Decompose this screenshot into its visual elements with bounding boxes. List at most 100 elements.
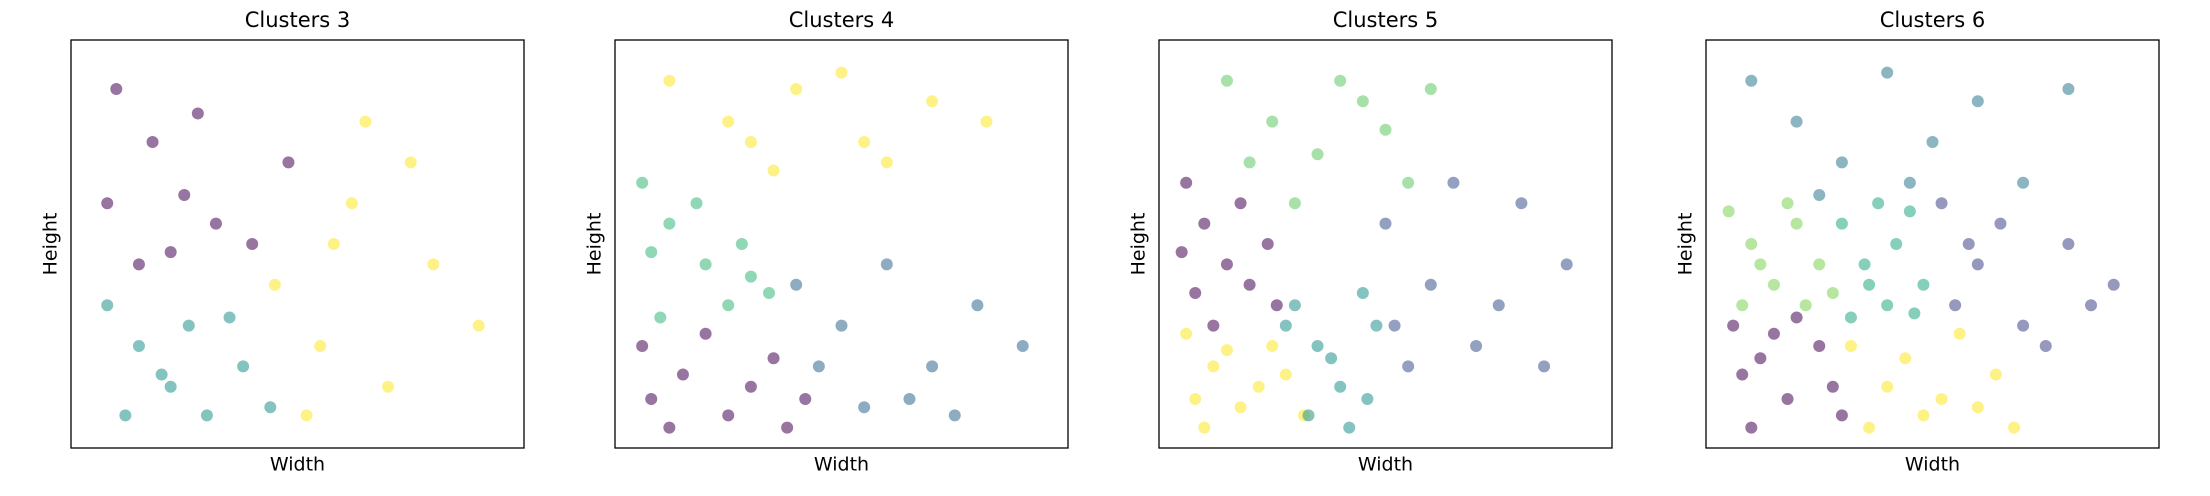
scatter-point bbox=[1989, 368, 2002, 381]
scatter-point bbox=[1727, 319, 1740, 332]
scatter-point bbox=[1311, 148, 1324, 161]
scatter-point bbox=[1835, 409, 1848, 422]
scatter-point bbox=[1781, 393, 1794, 406]
scatter-point bbox=[1402, 360, 1415, 373]
scatter-point bbox=[132, 258, 145, 271]
scatter-point bbox=[1971, 401, 1984, 414]
scatter-point bbox=[1261, 238, 1274, 250]
scatter-point bbox=[1736, 368, 1749, 381]
scatter-point bbox=[835, 66, 848, 79]
scatter-point bbox=[1234, 197, 1247, 210]
scatter-point bbox=[1926, 136, 1939, 148]
scatter-point bbox=[699, 258, 712, 271]
scatter-point bbox=[948, 409, 961, 422]
scatter-point bbox=[110, 82, 123, 95]
scatter-point bbox=[1198, 217, 1211, 230]
scatter-point bbox=[209, 217, 222, 230]
scatter-point bbox=[2008, 421, 2021, 434]
scatter-point bbox=[744, 136, 757, 148]
scatter-point bbox=[191, 107, 204, 120]
scatter-point bbox=[1826, 380, 1839, 393]
y-axis-label: Height bbox=[584, 213, 606, 276]
scatter-point bbox=[722, 299, 735, 312]
scatter-point bbox=[1207, 360, 1220, 373]
scatter-point bbox=[1370, 319, 1383, 332]
scatter-point bbox=[654, 311, 667, 324]
scatter-point bbox=[1266, 340, 1279, 352]
scatter-point bbox=[1754, 352, 1767, 365]
scatter-point bbox=[690, 197, 703, 210]
scatter-point bbox=[1334, 74, 1347, 87]
scatter-point bbox=[636, 176, 649, 189]
scatter-point bbox=[1781, 197, 1794, 210]
scatter-point bbox=[636, 340, 649, 352]
scatter-point bbox=[1835, 156, 1848, 169]
scatter-point bbox=[1767, 327, 1780, 340]
scatter-point bbox=[1198, 421, 1211, 434]
scatter-point bbox=[1288, 299, 1301, 312]
scatter-point bbox=[790, 278, 803, 291]
scatter-point bbox=[1379, 217, 1392, 230]
scatter-point bbox=[663, 217, 676, 230]
plot-frame bbox=[1705, 39, 2160, 449]
scatter-point bbox=[1220, 74, 1233, 87]
scatter-point bbox=[858, 136, 871, 148]
scatter-point bbox=[1220, 344, 1233, 357]
scatter-point bbox=[1872, 197, 1885, 210]
scatter-point bbox=[1745, 421, 1758, 434]
y-axis-label: Height bbox=[40, 213, 62, 276]
scatter-point bbox=[1813, 258, 1826, 271]
scatter-point bbox=[359, 115, 372, 128]
scatter-point bbox=[1971, 95, 1984, 108]
scatter-point bbox=[223, 311, 236, 324]
scatter-point bbox=[858, 401, 871, 414]
scatter-point bbox=[722, 115, 735, 128]
x-axis-label: Width bbox=[1905, 454, 1960, 476]
scatter-point bbox=[1207, 319, 1220, 332]
scatter-point bbox=[1492, 299, 1505, 312]
scatter-point bbox=[1361, 393, 1374, 406]
scatter-point bbox=[1266, 115, 1279, 128]
scatter-point bbox=[2017, 176, 2030, 189]
scatter-point bbox=[1189, 393, 1202, 406]
scatter-point bbox=[1813, 189, 1826, 202]
scatter-point bbox=[1903, 176, 1916, 189]
scatter-point bbox=[1881, 66, 1894, 79]
scatter-point bbox=[314, 340, 327, 352]
scatter-point bbox=[1917, 278, 1930, 291]
scatter-point bbox=[119, 409, 132, 422]
plot-frame bbox=[1158, 39, 1613, 449]
scatter-point bbox=[1288, 197, 1301, 210]
scatter-point bbox=[1953, 327, 1966, 340]
scatter-point bbox=[1243, 278, 1256, 291]
scatter-point bbox=[880, 156, 893, 169]
scatter-point bbox=[1356, 95, 1369, 108]
scatter-point bbox=[282, 156, 295, 169]
scatter-point bbox=[1736, 299, 1749, 312]
scatter-point bbox=[1813, 340, 1826, 352]
scatter-point bbox=[645, 393, 658, 406]
scatter-point bbox=[1863, 278, 1876, 291]
scatter-point bbox=[1189, 286, 1202, 299]
scatter-point bbox=[1722, 205, 1735, 218]
scatter-point bbox=[1890, 238, 1903, 250]
scatter-point bbox=[2085, 299, 2098, 312]
chart-title: Clusters 3 bbox=[245, 8, 351, 32]
scatter-point bbox=[1311, 340, 1324, 352]
scatter-point bbox=[382, 380, 395, 393]
plot-frame bbox=[70, 39, 525, 449]
scatter-point bbox=[1881, 299, 1894, 312]
scatter-point bbox=[1949, 299, 1962, 312]
scatter-point bbox=[1279, 319, 1292, 332]
scatter-point bbox=[164, 380, 177, 393]
scatter-point bbox=[101, 197, 114, 210]
y-axis-label: Height bbox=[1128, 213, 1150, 276]
scatter-point bbox=[1835, 217, 1848, 230]
scatter-point bbox=[903, 393, 916, 406]
scatter-point bbox=[264, 401, 277, 414]
scatter-point bbox=[763, 286, 776, 299]
scatter-point bbox=[1790, 311, 1803, 324]
scatter-point bbox=[781, 421, 794, 434]
scatter-point bbox=[1899, 352, 1912, 365]
